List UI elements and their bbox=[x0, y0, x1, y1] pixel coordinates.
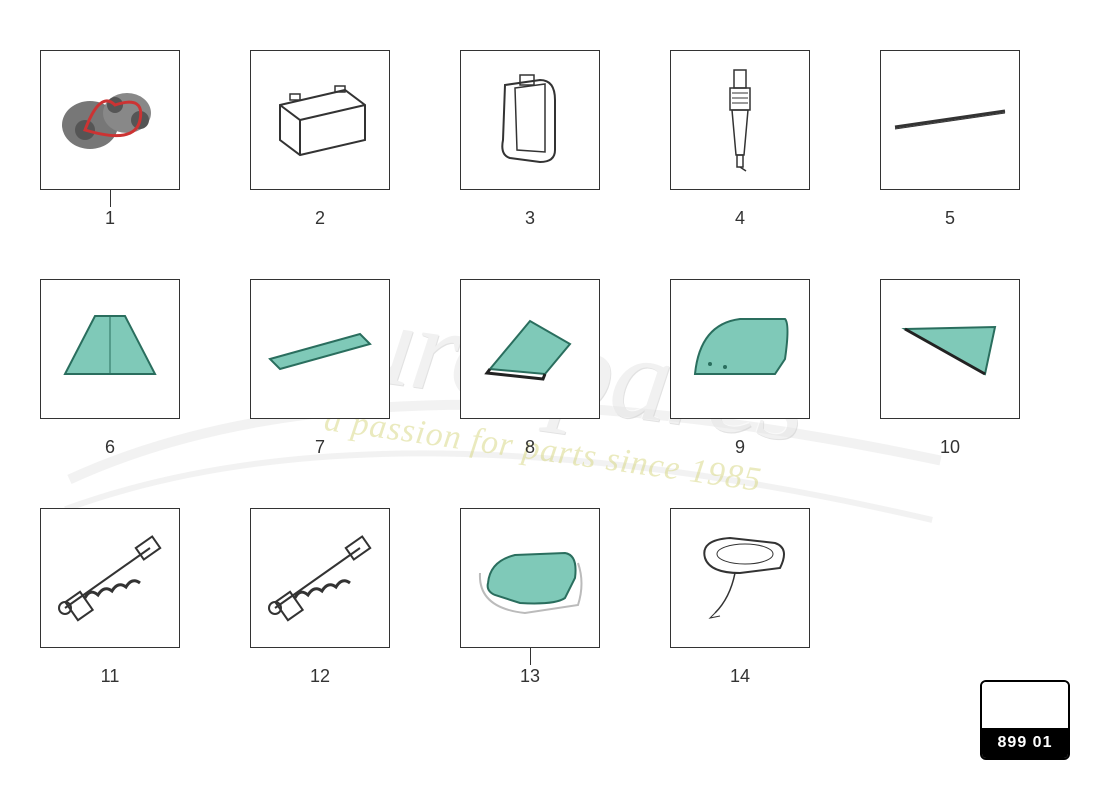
part-cell-11: 11 bbox=[40, 508, 180, 687]
part-cell-12: 12 bbox=[250, 508, 390, 687]
part-cell-10: 10 bbox=[880, 279, 1020, 458]
part-number: 10 bbox=[940, 437, 960, 458]
part-number: 7 bbox=[315, 437, 325, 458]
grid-row: 6 7 8 9 10 bbox=[40, 279, 1060, 458]
leader-line bbox=[110, 189, 111, 207]
quarter-glass-icon bbox=[460, 279, 600, 419]
part-number: 9 bbox=[735, 437, 745, 458]
leader-line bbox=[530, 647, 531, 665]
grid-row: 11 12 13 14 bbox=[40, 508, 1060, 687]
part-cell-5: 5 bbox=[880, 50, 1020, 229]
part-cell-1: 1 bbox=[40, 50, 180, 229]
parts-grid: 1 2 3 4 5 bbox=[40, 50, 1060, 737]
reference-box: 899 01 bbox=[980, 680, 1070, 760]
part-cell-13: 13 bbox=[460, 508, 600, 687]
part-number: 11 bbox=[101, 666, 120, 687]
mirror-glass-icon bbox=[460, 508, 600, 648]
reference-top bbox=[982, 682, 1068, 728]
part-number: 13 bbox=[520, 666, 540, 687]
part-number: 12 bbox=[310, 666, 330, 687]
windshield-icon bbox=[40, 279, 180, 419]
part-cell-8: 8 bbox=[460, 279, 600, 458]
part-cell-9: 9 bbox=[670, 279, 810, 458]
spark-plug-icon bbox=[670, 50, 810, 190]
part-number: 3 bbox=[525, 208, 535, 229]
battery-icon bbox=[250, 50, 390, 190]
grid-row: 1 2 3 4 5 bbox=[40, 50, 1060, 229]
part-number: 2 bbox=[315, 208, 325, 229]
reference-code: 899 01 bbox=[982, 728, 1068, 758]
shock-absorber-icon bbox=[250, 508, 390, 648]
part-cell-7: 7 bbox=[250, 279, 390, 458]
part-number: 8 bbox=[525, 437, 535, 458]
shock-absorber-icon bbox=[40, 508, 180, 648]
rear-quarter-icon bbox=[880, 279, 1020, 419]
part-cell-2: 2 bbox=[250, 50, 390, 229]
part-cell-4: 4 bbox=[670, 50, 810, 229]
mirror-housing-icon bbox=[670, 508, 810, 648]
part-number: 1 bbox=[105, 208, 115, 229]
part-cell-14: 14 bbox=[670, 508, 810, 687]
brake-pad-icon bbox=[460, 50, 600, 190]
part-number: 14 bbox=[730, 666, 750, 687]
part-cell-6: 6 bbox=[40, 279, 180, 458]
glass-strip-icon bbox=[250, 279, 390, 419]
wiper-blade-icon bbox=[880, 50, 1020, 190]
part-cell-3: 3 bbox=[460, 50, 600, 229]
door-glass-icon bbox=[670, 279, 810, 419]
part-number: 6 bbox=[105, 437, 115, 458]
part-number: 5 bbox=[945, 208, 955, 229]
part-number: 4 bbox=[735, 208, 745, 229]
engine-belt-icon bbox=[40, 50, 180, 190]
